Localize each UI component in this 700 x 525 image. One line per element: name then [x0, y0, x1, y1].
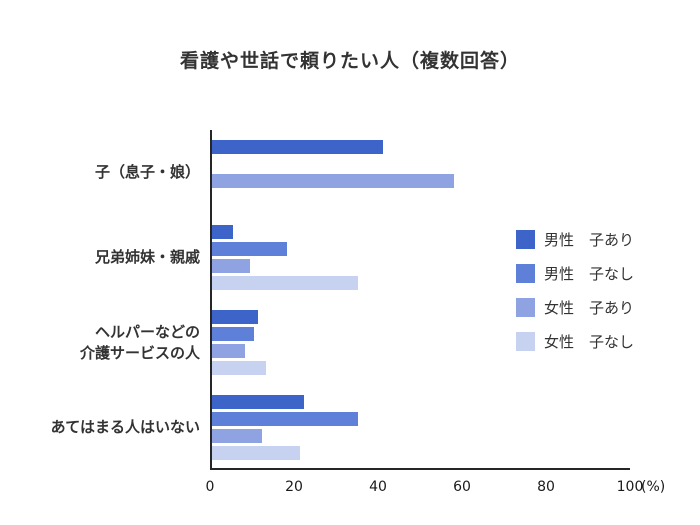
x-tick-label: 80 — [537, 479, 555, 495]
bar-slot — [212, 174, 630, 188]
bar-slot — [212, 276, 630, 290]
bar — [212, 344, 246, 358]
bar — [212, 395, 304, 409]
bar — [212, 310, 258, 324]
bar-slot — [212, 242, 630, 256]
bar-slot — [212, 327, 630, 341]
bar-slot — [212, 225, 630, 239]
legend-swatch — [516, 332, 535, 351]
bar — [212, 361, 267, 375]
x-axis-unit-label: (%) — [641, 479, 666, 495]
legend-swatch — [516, 230, 535, 249]
legend-item: 男性 子なし — [516, 263, 634, 284]
bar-slot — [212, 395, 630, 409]
category-row — [212, 300, 630, 385]
bar-slot — [212, 429, 630, 443]
bar-chart-plot-area — [210, 130, 630, 470]
legend-label: 男性 子あり — [544, 231, 635, 249]
category-row — [212, 385, 630, 470]
category-label: 兄弟姉妹・親戚 — [94, 248, 200, 266]
bar — [212, 174, 455, 188]
legend-label: 男性 子なし — [544, 265, 635, 283]
bar-slot — [212, 140, 630, 154]
bar — [212, 446, 300, 460]
bar-slot — [212, 191, 630, 205]
bar-slot — [212, 157, 630, 171]
category-label: あてはまる人はいない — [50, 418, 200, 436]
legend-swatch — [516, 264, 535, 283]
bar-slot — [212, 361, 630, 375]
bar-slot — [212, 310, 630, 324]
legend-item: 女性 子なし — [516, 331, 634, 352]
chart-title: 看護や世話で頼りたい人（複数回答） — [179, 50, 520, 72]
y-axis-labels: 子（息子・娘） 兄弟姉妹・親戚ヘルパーなどの 介護サービスの人あてはまる人はいない — [0, 130, 200, 470]
legend-swatch — [516, 298, 535, 317]
bar — [212, 429, 263, 443]
bar — [212, 225, 233, 239]
category-label: 子（息子・娘） — [94, 163, 200, 181]
bar-slot — [212, 446, 630, 460]
category-row — [212, 215, 630, 300]
bar — [212, 327, 254, 341]
bar-slot — [212, 412, 630, 426]
category-label: ヘルパーなどの 介護サービスの人 — [79, 322, 200, 362]
x-tick-label: 40 — [369, 479, 387, 495]
category-row — [212, 130, 630, 215]
legend-label: 女性 子あり — [544, 299, 635, 317]
x-tick-label: 20 — [285, 479, 303, 495]
legend-item: 女性 子あり — [516, 297, 634, 318]
bar — [212, 242, 288, 256]
bar-slot — [212, 259, 630, 273]
bar-slot — [212, 344, 630, 358]
bar — [212, 259, 250, 273]
legend-label: 女性 子なし — [544, 333, 635, 351]
x-tick-label: 100 — [616, 479, 644, 495]
legend-item: 男性 子あり — [516, 229, 634, 250]
legend: 男性 子あり 男性 子なし 女性 子あり 女性 子なし — [516, 229, 634, 352]
x-tick-label: 0 — [205, 479, 215, 495]
x-tick-label: 60 — [453, 479, 471, 495]
bar — [212, 140, 384, 154]
bar — [212, 276, 359, 290]
bar — [212, 412, 359, 426]
